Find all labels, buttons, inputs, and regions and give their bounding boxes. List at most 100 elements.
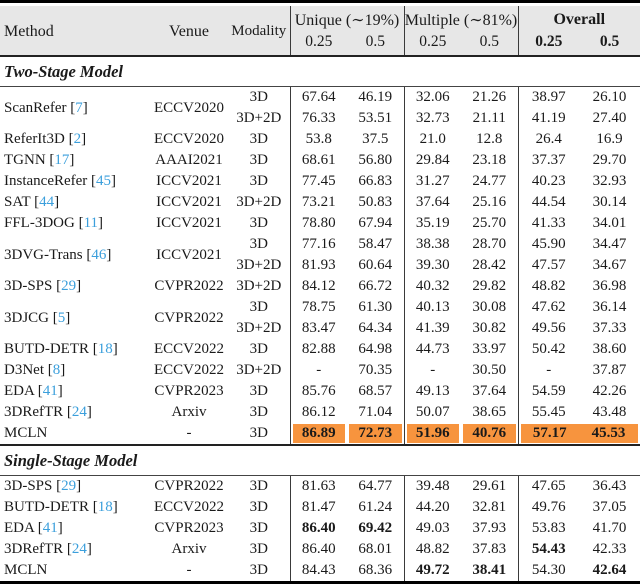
method-name: TGNN [4, 152, 46, 168]
value-cell: 49.72 [403, 560, 461, 583]
value-cell: 77.16 [289, 234, 347, 255]
value-text: 47.57 [531, 257, 566, 273]
value-text: 37.83 [472, 541, 507, 557]
value-text: 66.72 [358, 278, 393, 294]
venue-cell: CVPR2022 [154, 478, 224, 494]
method-cell: 3DRefTR [24] [0, 539, 150, 560]
value-text: 54.59 [531, 383, 566, 399]
value-cell: 34.47 [579, 234, 640, 255]
method-name: EDA [4, 383, 34, 399]
value-text: 53.51 [358, 110, 393, 126]
value-text: 45.90 [531, 236, 566, 252]
header-multiple-05: 0.5 [479, 32, 499, 50]
value-text: 38.60 [592, 341, 627, 357]
value-cell: 21.0 [403, 129, 461, 150]
value-cell: 26.4 [517, 129, 579, 150]
citation-link[interactable]: [41] [34, 383, 63, 399]
table-row: EDA [41] CVPR2023 3D 86.40 69.42 49.03 37.93 53… [0, 518, 640, 539]
citation-link[interactable]: [18] [89, 499, 118, 515]
citation-link[interactable]: [29] [52, 478, 82, 494]
method-cell: EDA [41] [0, 381, 150, 402]
citation-link[interactable]: [8] [44, 362, 66, 378]
table-header: Method Venue Modality Unique (∼19%) Mult… [0, 6, 640, 56]
value-cell: 50.83 [347, 192, 404, 213]
value-cell: 29.84 [403, 150, 461, 171]
value-text: 50.83 [358, 194, 393, 210]
citation-link[interactable]: [24] [63, 541, 92, 557]
section-title: Two-Stage Model [0, 55, 640, 87]
citation-number: 46 [91, 246, 107, 263]
method-name: 3DJCG [4, 309, 50, 326]
citation-link[interactable]: [46] [82, 246, 112, 263]
value-text: 44.54 [531, 194, 566, 210]
header-unique-05: 0.5 [365, 32, 385, 50]
value-cell: 70.35 [347, 360, 404, 381]
value-text: 37.64 [415, 194, 450, 210]
citation-link[interactable]: [41] [34, 520, 63, 536]
citation-link[interactable]: [29] [52, 278, 82, 294]
value-text: 84.43 [301, 562, 336, 578]
value-cell: 43.48 [579, 402, 640, 423]
citation-link[interactable]: [44] [30, 194, 60, 210]
value-text: 37.87 [592, 362, 627, 378]
value-text: 27.40 [592, 110, 627, 126]
value-text: 28.70 [472, 236, 507, 252]
value-cell: 36.14 [579, 297, 640, 318]
modality-cell: 3D+2D [236, 110, 282, 126]
value-text: 30.82 [472, 320, 507, 336]
table-top-rule [0, 0, 640, 3]
venue-cell: ECCV2022 [153, 341, 224, 357]
value-text: - [546, 362, 552, 378]
citation-link[interactable]: [24] [63, 404, 92, 420]
value-cell: 27.40 [579, 108, 640, 129]
value-cell: 37.87 [579, 360, 640, 381]
value-cell: 58.47 [347, 234, 404, 255]
table-row: FFL-3DOG [11] ICCV2021 3D 78.80 67.94 35.19 25… [0, 213, 640, 234]
value-cell: 45.53 [579, 423, 640, 445]
value-cell: 64.98 [347, 339, 404, 360]
value-cell: 37.64 [461, 381, 518, 402]
value-text: 49.13 [415, 383, 450, 399]
value-text: 77.45 [301, 173, 336, 189]
value-cell: 32.93 [579, 171, 640, 192]
value-cell: 21.11 [461, 108, 518, 129]
citation-link[interactable]: [5] [49, 309, 71, 326]
value-cell: 77.45 [289, 171, 347, 192]
venue-cell: CVPR2022 [154, 309, 224, 326]
value-text: 24.77 [472, 173, 507, 189]
table-row: MCLN - 3D 84.43 68.36 49.72 38.41 54.30 42.64 [0, 560, 640, 583]
value-cell: 16.9 [579, 129, 640, 150]
value-text: 64.34 [358, 320, 393, 336]
method-name: FFL-3DOG [4, 215, 75, 231]
citation-link[interactable]: [11] [74, 215, 104, 231]
citation-link[interactable]: [2] [64, 131, 87, 147]
citation-link[interactable]: [18] [89, 341, 118, 357]
value-cell: 66.72 [347, 276, 404, 297]
value-cell: - [517, 360, 579, 381]
value-cell: 36.43 [579, 476, 640, 498]
citation-link[interactable]: [7] [66, 99, 88, 116]
value-text: 32.06 [415, 89, 450, 105]
citation-link[interactable]: [45] [87, 173, 117, 189]
modality-cell: 3D+2D [236, 278, 282, 294]
table-row: BUTD-DETR [18] ECCV2022 3D 81.47 61.24 44.20 3… [0, 497, 640, 518]
value-cell: 37.5 [347, 129, 404, 150]
value-cell: 85.76 [289, 381, 347, 402]
value-cell: 40.23 [517, 171, 579, 192]
value-text: 81.93 [301, 257, 336, 273]
value-cell: 42.26 [579, 381, 640, 402]
value-cell: 71.04 [347, 402, 404, 423]
modality-cell: 3D [249, 131, 268, 147]
value-cell: 33.97 [461, 339, 518, 360]
value-text: 71.04 [358, 404, 393, 420]
value-text: 40.32 [415, 278, 450, 294]
value-text: 49.72 [415, 562, 450, 578]
value-text: 21.26 [472, 89, 507, 105]
citation-link[interactable]: [17] [45, 152, 75, 168]
value-cell: 30.14 [579, 192, 640, 213]
value-text: 36.14 [592, 299, 627, 315]
method-name: ReferIt3D [4, 131, 65, 147]
value-cell: 46.19 [347, 87, 404, 109]
citation-number: 17 [54, 152, 70, 168]
